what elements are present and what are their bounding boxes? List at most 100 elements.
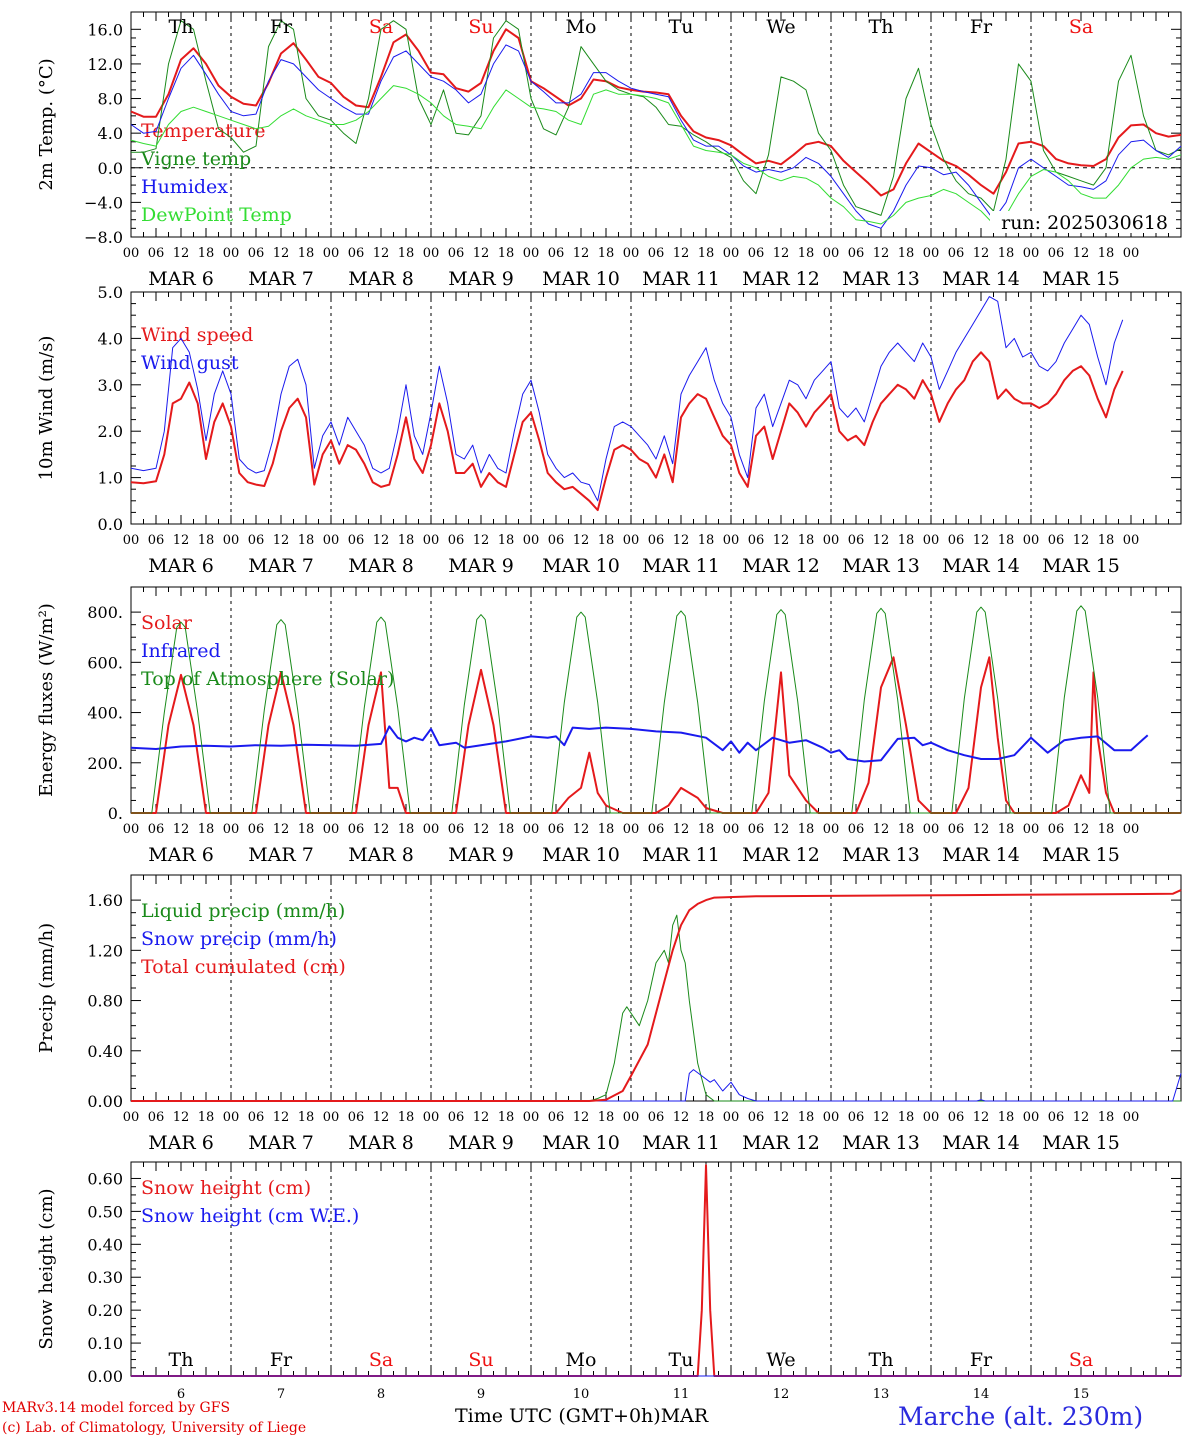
day-name-top: Su <box>468 16 493 38</box>
hour-label: 00 <box>1023 246 1040 261</box>
hour-label: 12 <box>673 1110 690 1125</box>
month-day-label: MAR 12 <box>742 1132 820 1154</box>
series-line-top-of-atmosphere-solar- <box>131 605 1181 814</box>
y-axis-label: Precip (mm/h) <box>36 923 57 1053</box>
y-tick-label: 8.0 <box>98 90 123 109</box>
hour-label: 06 <box>748 533 765 548</box>
hour-label: 12 <box>1073 822 1090 837</box>
hour-label: 00 <box>823 246 840 261</box>
hour-label: 00 <box>223 246 240 261</box>
time-axis-title: Time UTC (GMT+0h)MAR <box>455 1405 708 1427</box>
hour-label: 00 <box>923 1110 940 1125</box>
hour-label: 06 <box>948 246 965 261</box>
y-tick-label: 0.50 <box>87 1202 123 1221</box>
hour-label: 12 <box>273 533 290 548</box>
hour-label: 06 <box>448 1110 465 1125</box>
hour-label: 00 <box>123 822 140 837</box>
hour-label: 18 <box>598 533 615 548</box>
hour-label: 12 <box>573 1110 590 1125</box>
hour-label: 06 <box>1048 822 1065 837</box>
hour-label: 00 <box>823 533 840 548</box>
y-tick-label: 0.10 <box>87 1334 123 1353</box>
hour-label: 06 <box>548 246 565 261</box>
hour-label: 00 <box>123 533 140 548</box>
hour-label: 12 <box>273 1110 290 1125</box>
month-day-label: MAR 13 <box>842 844 920 866</box>
hour-label: 00 <box>1023 1110 1040 1125</box>
hour-label: 18 <box>498 246 515 261</box>
hour-label: 18 <box>698 533 715 548</box>
hour-label: 06 <box>748 822 765 837</box>
hour-label: 00 <box>723 1110 740 1125</box>
hour-label: 00 <box>323 1110 340 1125</box>
month-day-label: MAR 8 <box>348 1132 414 1154</box>
day-number: 8 <box>377 1387 385 1402</box>
hour-label: 00 <box>523 533 540 548</box>
hour-label: 06 <box>848 1110 865 1125</box>
month-day-label: MAR 14 <box>942 844 1020 866</box>
y-tick-label: 0.30 <box>87 1268 123 1287</box>
hour-label: 18 <box>898 1110 915 1125</box>
hour-label: 12 <box>873 533 890 548</box>
y-tick-label: 0.20 <box>87 1301 123 1320</box>
month-day-label: MAR 9 <box>448 268 514 290</box>
day-name-top: Fr <box>970 16 993 38</box>
series-line-infrared <box>130 725 1149 763</box>
y-tick-label: 0.0 <box>98 159 123 178</box>
month-day-label: MAR 8 <box>348 555 414 577</box>
hour-label: 06 <box>648 822 665 837</box>
hour-label: 00 <box>923 822 940 837</box>
series-line-vigne-temp <box>131 20 1182 216</box>
hour-label: 06 <box>648 533 665 548</box>
legend-entry: Temperature <box>141 120 265 142</box>
y-tick-label: 400. <box>87 704 123 723</box>
y-tick-label: 0. <box>108 804 123 823</box>
hour-label: 00 <box>523 246 540 261</box>
series-line-snow-precip-mm-h- <box>131 1069 1182 1102</box>
footer-model: MARv3.14 model forced by GFS <box>2 1400 231 1416</box>
hour-label: 18 <box>998 1110 1015 1125</box>
month-day-label: MAR 7 <box>248 555 314 577</box>
hour-label: 00 <box>723 533 740 548</box>
day-name-bottom: Fr <box>970 1349 993 1371</box>
hour-label: 00 <box>823 1110 840 1125</box>
hour-label: 00 <box>623 246 640 261</box>
hour-label: 00 <box>323 246 340 261</box>
hour-label: 18 <box>398 533 415 548</box>
hour-label: 12 <box>473 1110 490 1125</box>
hour-label: 12 <box>573 246 590 261</box>
month-day-label: MAR 15 <box>1042 844 1120 866</box>
station-label: Marche (alt. 230m) <box>898 1402 1144 1431</box>
hour-label: 06 <box>848 822 865 837</box>
day-name-top: Tu <box>669 16 694 38</box>
y-tick-label: 0.00 <box>87 1092 123 1111</box>
hour-label: 18 <box>898 822 915 837</box>
hour-label: 00 <box>423 1110 440 1125</box>
hour-label: 18 <box>798 1110 815 1125</box>
hour-label: 00 <box>223 822 240 837</box>
hour-label: 18 <box>198 246 215 261</box>
series-line-humidex <box>130 44 1182 229</box>
month-day-label: MAR 13 <box>842 268 920 290</box>
y-tick-label: 2.0 <box>98 422 123 441</box>
y-tick-label: 0.00 <box>87 1367 123 1386</box>
hour-label: 00 <box>323 533 340 548</box>
hour-label: 18 <box>398 822 415 837</box>
hour-label: 00 <box>523 822 540 837</box>
hour-label: 18 <box>998 822 1015 837</box>
hour-label: 18 <box>198 822 215 837</box>
y-tick-label: 5.0 <box>98 283 123 302</box>
hour-label: 12 <box>373 822 390 837</box>
legend-entry: Humidex <box>141 176 228 198</box>
month-day-label: MAR 10 <box>542 1132 620 1154</box>
hour-label: 00 <box>1123 1110 1140 1125</box>
hour-label: 06 <box>1048 533 1065 548</box>
day-name-bottom: Th <box>169 1349 194 1371</box>
hour-label: 12 <box>573 822 590 837</box>
hour-label: 06 <box>448 822 465 837</box>
month-day-label: MAR 7 <box>248 844 314 866</box>
hour-label: 12 <box>173 822 190 837</box>
time-axis-month: MAR <box>660 1405 709 1427</box>
y-tick-label: 1.0 <box>98 469 123 488</box>
